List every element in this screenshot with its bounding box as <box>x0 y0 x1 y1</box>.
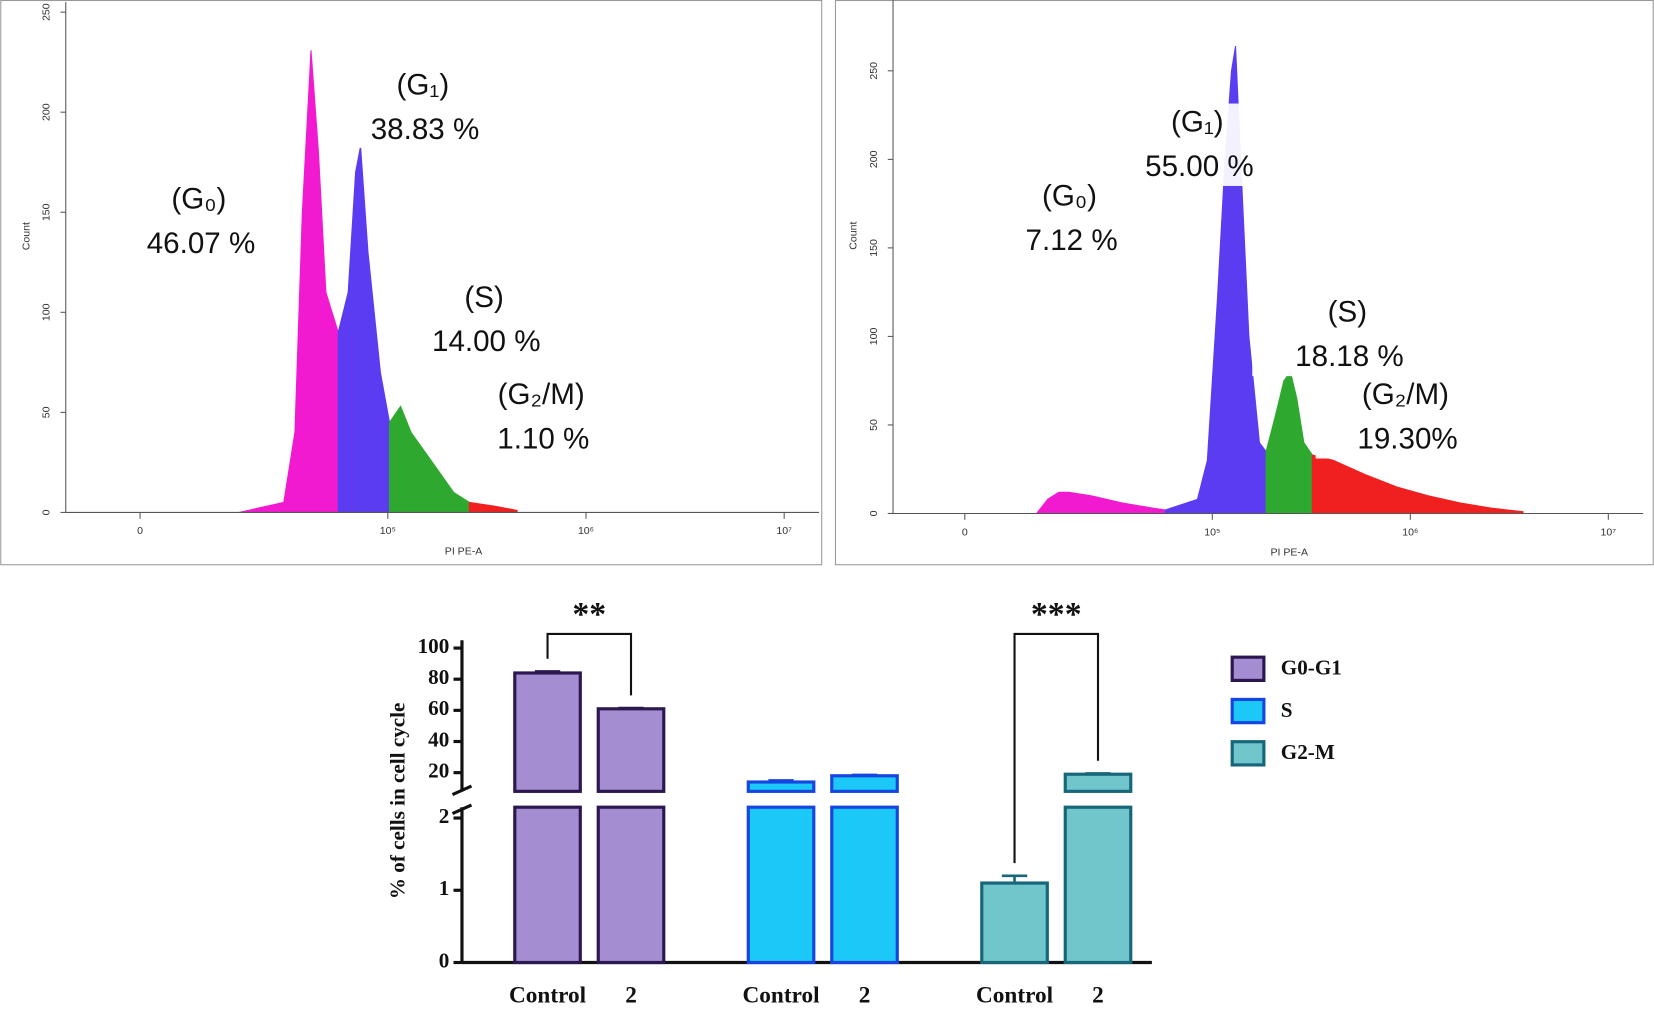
x-axis-label: PI PE-A <box>445 545 483 557</box>
x-tick-label: 10⁵ <box>380 525 396 537</box>
phase-label: (G₂/M) <box>1362 378 1449 411</box>
bar <box>596 707 666 793</box>
legend-swatch <box>1230 740 1266 767</box>
phase-label: (S) <box>1328 296 1367 329</box>
x-tick-label: 0 <box>137 525 143 537</box>
significance-label: *** <box>1031 596 1082 633</box>
y-tick-label: 1 <box>439 876 450 900</box>
y-tick-label: 0 <box>439 948 450 972</box>
bar <box>513 805 582 965</box>
y-tick-label: 100 <box>41 303 53 321</box>
x-tick-label: 10⁶ <box>578 525 594 537</box>
y-tick-label: 80 <box>428 665 449 689</box>
y-axis-label: % of cells in cell cycle <box>385 703 409 900</box>
phase-percent: 55.00 % <box>1145 150 1254 183</box>
phase-percent: 18.18 % <box>1295 340 1404 373</box>
annotation-box <box>343 65 518 148</box>
phase-percent: 38.83 % <box>371 113 480 146</box>
phase-percent: 1.10 % <box>497 422 589 455</box>
x-tick-label: Control <box>976 983 1054 1009</box>
error-bar <box>1085 772 1111 775</box>
y-axis-label: Count <box>848 221 860 249</box>
error-bar <box>768 779 794 783</box>
error-bar <box>851 773 878 777</box>
bar <box>1063 805 1133 965</box>
y-tick-label: 100 <box>868 327 880 345</box>
y-axis-label: Count <box>20 222 32 250</box>
annotation-box <box>1099 103 1295 186</box>
significance-bracket <box>546 632 633 696</box>
error-bar <box>1001 874 1028 884</box>
y-tick-label: 250 <box>41 3 53 21</box>
x-tick-label: 2 <box>859 983 871 1009</box>
phase-label: (G₂/M) <box>498 378 585 411</box>
bar <box>830 805 899 965</box>
phase-label: (G₁) <box>1171 105 1224 138</box>
y-tick-label: 2 <box>439 804 450 828</box>
phase-label: (G₀) <box>1042 179 1097 212</box>
y-tick-label: 0 <box>41 509 53 515</box>
phase-percent: 7.12 % <box>1026 224 1118 257</box>
x-tick-label: 10⁷ <box>1601 526 1617 538</box>
y-tick-label: 150 <box>41 203 53 221</box>
phase-label: (G₁) <box>397 68 450 101</box>
y-tick-label: 0 <box>868 510 880 516</box>
y-tick-label: 60 <box>428 696 449 720</box>
phase-percent: 46.07 % <box>147 227 256 260</box>
phase-percent: 19.30% <box>1357 422 1457 455</box>
phase-percent: 14.00 % <box>432 325 541 358</box>
bar <box>980 881 1049 965</box>
error-bar <box>618 706 644 710</box>
legend-label: S <box>1281 698 1293 722</box>
x-tick-label: 2 <box>625 983 637 1009</box>
annotation-box <box>100 179 281 263</box>
x-tick-label: 10⁶ <box>1402 526 1418 538</box>
x-tick-label: 2 <box>1092 983 1104 1009</box>
y-tick-label: 50 <box>868 419 880 431</box>
bar <box>596 805 666 965</box>
x-tick-label: Control <box>509 983 587 1009</box>
y-tick-label: 200 <box>41 103 53 121</box>
y-tick-label: 50 <box>41 406 53 418</box>
bar <box>746 780 816 793</box>
significance-bracket <box>1013 632 1100 864</box>
legend-swatch <box>1230 697 1266 725</box>
y-tick-label: 250 <box>868 62 880 80</box>
bar <box>746 805 816 965</box>
legend-label: G2-M <box>1281 740 1335 764</box>
x-tick-label: Control <box>743 983 821 1009</box>
annotation-box <box>1252 297 1443 377</box>
phase-label: (S) <box>464 281 503 314</box>
y-tick-label: 100 <box>418 634 450 658</box>
y-tick-label: 150 <box>868 239 880 257</box>
histogram-area <box>468 501 518 513</box>
significance-label: ** <box>572 596 606 633</box>
annotation-box <box>444 378 640 457</box>
x-tick-label: 10⁵ <box>1204 526 1220 538</box>
annotation-box <box>380 283 580 362</box>
phase-label: (G₀) <box>171 183 226 216</box>
x-axis-label: PI PE-A <box>1270 546 1308 558</box>
x-tick-label: 0 <box>962 526 968 538</box>
annotation-box <box>1315 378 1501 459</box>
error-bar <box>534 670 561 673</box>
y-tick-label: 40 <box>428 727 449 751</box>
bar <box>1063 772 1133 793</box>
annotation-box <box>972 177 1168 260</box>
y-tick-label: 200 <box>868 150 880 168</box>
bar <box>830 774 899 793</box>
x-tick-label: 10⁷ <box>776 525 792 537</box>
bar <box>513 671 582 793</box>
legend-label: G0-G1 <box>1281 656 1342 680</box>
legend-swatch <box>1230 655 1266 682</box>
y-tick-label: 20 <box>428 759 449 783</box>
